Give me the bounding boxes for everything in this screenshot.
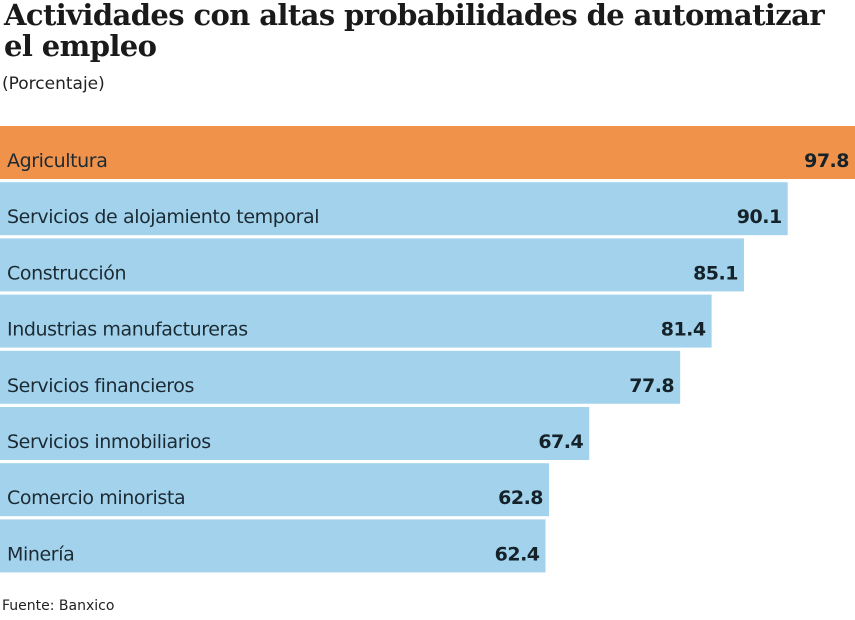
category-label: Servicios de alojamiento temporal [7, 206, 319, 228]
bar-row: Agricultura 97.8 [0, 126, 855, 179]
category-label: Agricultura [7, 150, 107, 172]
bar [0, 350, 681, 404]
bar-row: Industrias manufactureras 81.4 [0, 294, 712, 348]
bar-row: Comercio minorista 62.8 [0, 463, 550, 517]
category-label: Industrias manufactureras [7, 319, 248, 341]
bar-chart: Agricultura 97.8 Servicios de alojamiento … [0, 126, 855, 573]
category-label: Minería [7, 543, 74, 565]
value-label: 62.8 [498, 487, 543, 509]
bar [0, 407, 590, 460]
bar [0, 182, 788, 236]
bar-row: Construcción 85.1 [0, 238, 744, 292]
category-label: Servicios financieros [7, 375, 194, 397]
bar [0, 294, 712, 348]
value-label: 62.4 [495, 543, 540, 565]
chart-subtitle: (Porcentaje) [2, 74, 105, 94]
chart-title: Actividades con altas probabilidades de … [4, 0, 825, 63]
bar [0, 126, 855, 179]
value-label: 85.1 [693, 262, 738, 284]
value-label: 90.1 [737, 206, 782, 228]
category-label: Servicios inmobiliarios [7, 431, 211, 453]
bar [0, 463, 550, 517]
source-note: Fuente: Banxico [2, 598, 115, 614]
bar-row: Minería 62.4 [0, 519, 546, 573]
bar [0, 519, 546, 573]
value-label: 81.4 [661, 319, 706, 341]
bar-row: Servicios financieros 77.8 [0, 350, 681, 404]
bar [0, 238, 744, 292]
bar-row: Servicios inmobiliarios 67.4 [0, 407, 590, 460]
category-label: Comercio minorista [7, 487, 185, 509]
value-label: 67.4 [538, 431, 583, 453]
category-label: Construcción [7, 262, 126, 284]
bar-row: Servicios de alojamiento temporal 90.1 [0, 182, 788, 236]
value-label: 77.8 [629, 375, 674, 397]
value-label: 97.8 [804, 150, 849, 172]
